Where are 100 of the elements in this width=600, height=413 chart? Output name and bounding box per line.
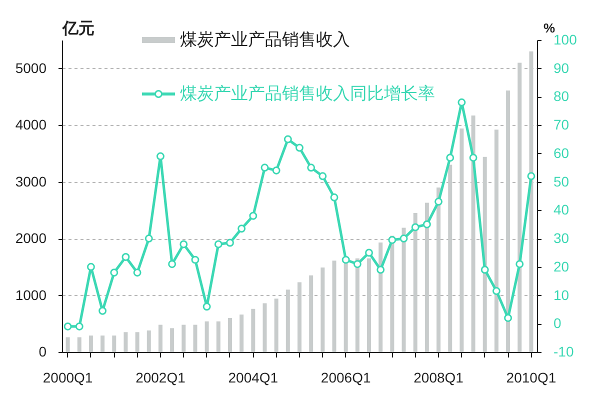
bar: [100, 336, 105, 352]
point: [75, 322, 84, 330]
bar: [424, 202, 429, 352]
point: [110, 268, 118, 277]
bar: [66, 337, 70, 352]
point: [202, 302, 211, 311]
point: [214, 240, 222, 248]
point: [272, 166, 280, 174]
point: [480, 266, 489, 274]
y-tick-label: 3000: [15, 173, 47, 190]
point: [156, 152, 164, 160]
point: [133, 268, 142, 277]
bar: [378, 242, 383, 352]
y-tick-label: 4000: [15, 116, 47, 133]
y-axis-title: 亿元: [62, 20, 94, 38]
bar: [182, 324, 186, 352]
point: [422, 220, 431, 228]
y2-tick-label: 10: [554, 286, 570, 303]
bar: [320, 267, 325, 352]
bar: [529, 51, 534, 352]
y2-tick-label: 60: [554, 144, 570, 161]
point: [388, 236, 396, 244]
x-tick-label: 2010Q1: [506, 370, 556, 386]
point: [411, 223, 420, 232]
point: [353, 260, 362, 268]
point: [527, 172, 536, 180]
y-tick-label: 5000: [15, 60, 47, 76]
bar: [332, 260, 336, 352]
point: [400, 234, 408, 243]
y2-tick-label: 40: [554, 202, 570, 218]
point: [260, 164, 269, 172]
x-tick-label: 2006Q1: [320, 370, 371, 386]
point: [226, 238, 234, 247]
x-tick-label: 2008Q1: [414, 370, 464, 386]
bar: [518, 62, 522, 352]
point: [284, 135, 292, 144]
point: [458, 98, 466, 106]
legend-label: 煤炭产业产品销售收入同比增长率: [180, 84, 435, 103]
bar: [262, 303, 267, 352]
point: [376, 266, 385, 274]
y2-tick-label: 100: [554, 32, 578, 48]
bar: [494, 130, 498, 352]
point: [330, 193, 338, 202]
bar: [413, 213, 418, 352]
bar: [193, 324, 198, 352]
point: [342, 256, 350, 264]
legend-label: 煤炭产业产品销售收入: [180, 30, 350, 49]
bar: [286, 290, 290, 352]
bar: [251, 308, 256, 352]
point: [307, 164, 316, 172]
x-tick-label: 2002Q1: [136, 370, 186, 386]
bar: [112, 336, 116, 352]
y2-tick-label: 70: [554, 116, 570, 133]
point: [168, 260, 176, 268]
bar: [506, 90, 510, 352]
bar: [344, 264, 348, 352]
point: [318, 172, 327, 180]
bar: [309, 275, 314, 352]
point: [504, 314, 512, 322]
bar: [436, 187, 441, 352]
point: [144, 234, 153, 243]
point: [296, 144, 304, 152]
bar: [482, 156, 487, 352]
point: [122, 253, 130, 261]
point: [64, 322, 72, 330]
y2-tick-label: 90: [554, 60, 570, 76]
bar: [402, 228, 406, 352]
point: [249, 212, 258, 220]
y2-tick-label: 20: [554, 258, 570, 274]
bar: [170, 328, 174, 352]
bar: [298, 282, 302, 352]
point: [191, 256, 200, 264]
bar: [124, 332, 128, 352]
bar: [77, 337, 82, 352]
y2-tick-label: 80: [554, 88, 570, 104]
point: [446, 154, 454, 162]
y-tick-label: 0: [38, 344, 47, 360]
point: [492, 287, 500, 295]
point: [516, 260, 524, 268]
y-tick-label: 1000: [15, 286, 47, 303]
bar: [367, 258, 372, 352]
point: [365, 248, 373, 257]
bar: [390, 236, 394, 352]
bar: [274, 298, 278, 352]
x-tick-label: 2004Q1: [228, 370, 278, 386]
bar: [240, 314, 244, 352]
y2-tick-label: -10: [554, 344, 574, 360]
bar: [448, 164, 452, 352]
y2-tick-label: 0: [554, 315, 562, 332]
bar: [228, 318, 232, 352]
y2-tick-label: 30: [554, 230, 570, 246]
bar: [355, 258, 360, 352]
bar: [204, 321, 209, 352]
x-tick-label: 2000Q1: [42, 370, 93, 386]
y2-tick-label: 50: [554, 173, 570, 190]
point: [98, 306, 107, 315]
bar: [88, 336, 93, 352]
bar: [135, 332, 140, 352]
bar: [460, 128, 464, 352]
bar: [146, 330, 151, 352]
